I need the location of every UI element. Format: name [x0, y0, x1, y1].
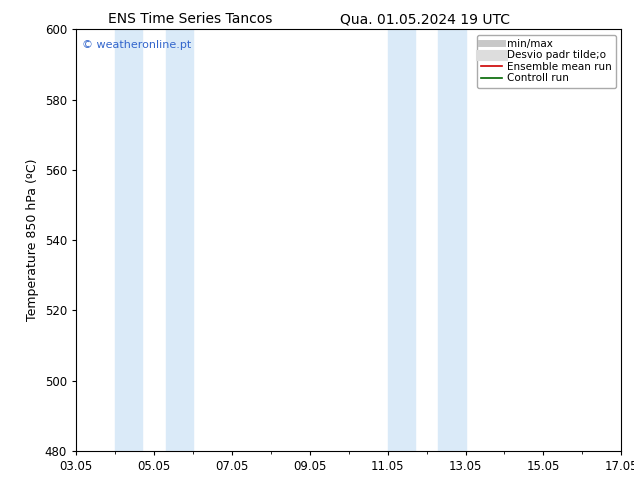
Bar	[438, 29, 465, 451]
Text: Qua. 01.05.2024 19 UTC: Qua. 01.05.2024 19 UTC	[340, 12, 510, 26]
Bar	[165, 29, 193, 451]
Y-axis label: Temperature 850 hPa (ºC): Temperature 850 hPa (ºC)	[26, 159, 39, 321]
Text: © weatheronline.pt: © weatheronline.pt	[82, 40, 191, 50]
Bar	[115, 29, 142, 451]
Text: ENS Time Series Tancos: ENS Time Series Tancos	[108, 12, 273, 26]
Legend: min/max, Desvio padr tilde;o, Ensemble mean run, Controll run: min/max, Desvio padr tilde;o, Ensemble m…	[477, 35, 616, 88]
Bar	[387, 29, 415, 451]
